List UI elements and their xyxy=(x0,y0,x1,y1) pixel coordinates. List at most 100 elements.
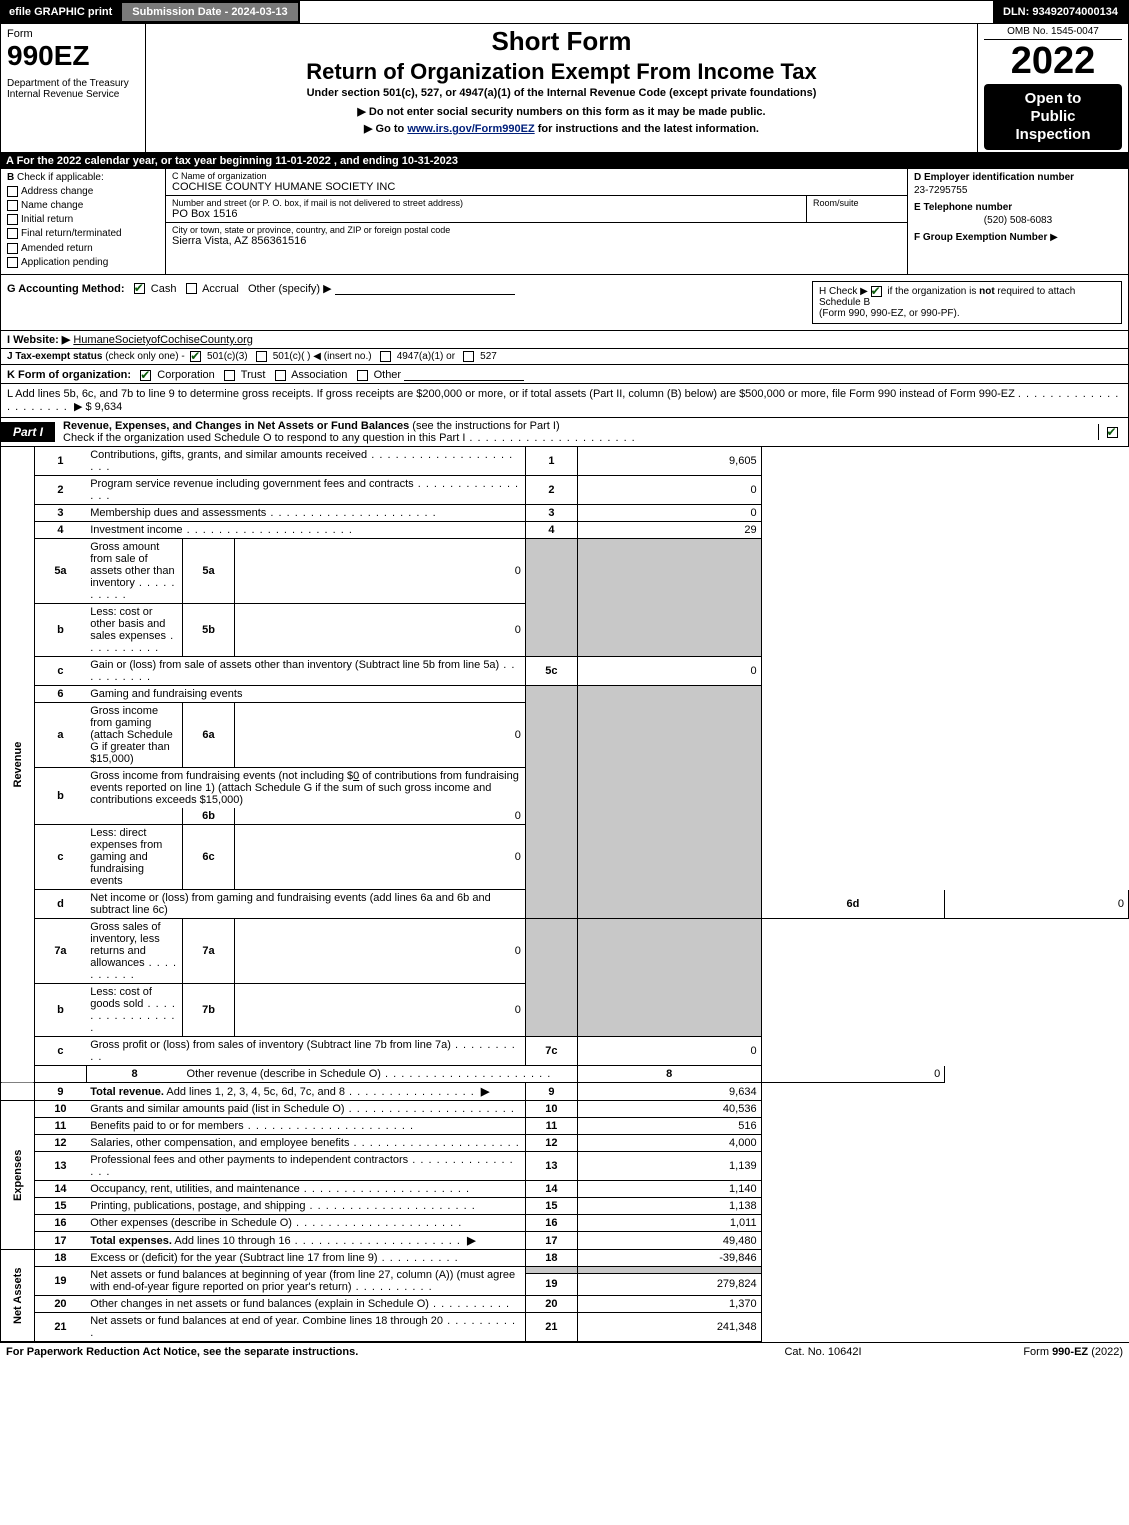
txt-12: Salaries, other compensation, and employ… xyxy=(90,1137,349,1149)
h-text4: (Form 990, 990-EZ, or 990-PF). xyxy=(819,308,960,319)
chk-assoc[interactable] xyxy=(275,370,286,381)
txt-1: Contributions, gifts, grants, and simila… xyxy=(90,449,367,461)
side-netassets: Net Assets xyxy=(1,1250,35,1342)
rn-11: 11 xyxy=(525,1118,577,1135)
j-label: J Tax-exempt status xyxy=(7,351,102,362)
desc-14: Occupancy, rent, utilities, and maintena… xyxy=(86,1181,525,1198)
desc-6d: Net income or (loss) from gaming and fun… xyxy=(86,890,525,919)
val-10: 40,536 xyxy=(577,1101,761,1118)
rn-7c: 7c xyxy=(525,1037,577,1066)
ln-6: 6 xyxy=(34,686,86,703)
short-form-title: Short Form xyxy=(156,26,967,57)
return-title: Return of Organization Exempt From Incom… xyxy=(156,59,967,85)
rn-13: 13 xyxy=(525,1152,577,1181)
instr2-post: for instructions and the latest informat… xyxy=(535,123,759,135)
sn-5a: 5a xyxy=(183,539,235,604)
txt-10: Grants and similar amounts paid (list in… xyxy=(90,1103,344,1115)
sn-7a: 7a xyxy=(183,919,235,984)
i-line: I Website: ▶ HumaneSocietyofCochiseCount… xyxy=(0,331,1129,349)
txt-3: Membership dues and assessments xyxy=(90,507,266,519)
ln-6b: b xyxy=(34,768,86,825)
lbl-initial-return: Initial return xyxy=(21,214,73,225)
form-number: 990EZ xyxy=(7,42,139,70)
footer-right-bold: 990-EZ xyxy=(1052,1346,1088,1358)
ln-7b: b xyxy=(34,984,86,1037)
desc-6a: Gross income from gaming (attach Schedul… xyxy=(86,703,182,768)
desc-6: Gaming and fundraising events xyxy=(86,686,525,703)
chk-part1-scho[interactable] xyxy=(1107,427,1118,438)
grey-19 xyxy=(525,1267,577,1274)
chk-address-change[interactable] xyxy=(7,186,18,197)
chk-other-org[interactable] xyxy=(357,370,368,381)
instruction-ssn: ▶ Do not enter social security numbers o… xyxy=(156,105,967,118)
val-18: -39,846 xyxy=(577,1250,761,1267)
efile-print-button[interactable]: efile GRAPHIC print xyxy=(1,1,120,23)
b-subtitle: Check if applicable: xyxy=(17,172,104,183)
chk-name-change[interactable] xyxy=(7,200,18,211)
grey-19v xyxy=(577,1267,761,1274)
txt-7c: Gross profit or (loss) from sales of inv… xyxy=(90,1039,451,1051)
lbl-app-pending: Application pending xyxy=(21,257,108,268)
chk-501c[interactable] xyxy=(256,351,267,362)
chk-527[interactable] xyxy=(463,351,474,362)
other-org-field[interactable] xyxy=(404,367,524,381)
chk-h[interactable] xyxy=(871,286,882,297)
desc-6b-top: Gross income from fundraising events (no… xyxy=(86,768,525,809)
desc-20: Other changes in net assets or fund bala… xyxy=(86,1296,525,1313)
desc-15: Printing, publications, postage, and shi… xyxy=(86,1198,525,1215)
chk-final-return[interactable] xyxy=(7,228,18,239)
chk-accrual[interactable] xyxy=(186,283,197,294)
part1-check-line: Check if the organization used Schedule … xyxy=(63,432,465,444)
txt-14: Occupancy, rent, utilities, and maintena… xyxy=(90,1183,300,1195)
val-5c: 0 xyxy=(577,657,761,686)
g-left: G Accounting Method: Cash Accrual Other … xyxy=(7,281,812,324)
lbl-assoc: Association xyxy=(291,369,347,381)
chk-4947[interactable] xyxy=(380,351,391,362)
ln-16: 16 xyxy=(34,1215,86,1232)
ln-6c: c xyxy=(34,825,86,890)
rn-14: 14 xyxy=(525,1181,577,1198)
txt-15: Printing, publications, postage, and shi… xyxy=(90,1200,305,1212)
dept-treasury: Department of the Treasury xyxy=(7,78,139,89)
chk-corp[interactable] xyxy=(140,370,151,381)
lbl-cash: Cash xyxy=(151,283,177,295)
rn-10: 10 xyxy=(525,1101,577,1118)
open3: Inspection xyxy=(988,126,1118,144)
rn-12: 12 xyxy=(525,1135,577,1152)
desc-17: Total expenses. Add lines 10 through 16 … xyxy=(86,1232,525,1250)
ln-11: 11 xyxy=(34,1118,86,1135)
ln-13: 13 xyxy=(34,1152,86,1181)
ln-17: 17 xyxy=(34,1232,86,1250)
ein: 23-7295755 xyxy=(914,185,1122,196)
h-not: not xyxy=(979,286,995,297)
lbl-address-change: Address change xyxy=(21,186,93,197)
side-expenses: Expenses xyxy=(1,1101,35,1250)
chk-app-pending[interactable] xyxy=(7,257,18,268)
desc-21: Net assets or fund balances at end of ye… xyxy=(86,1313,525,1342)
desc-10: Grants and similar amounts paid (list in… xyxy=(86,1101,525,1118)
chk-cash[interactable] xyxy=(134,283,145,294)
website[interactable]: HumaneSocietyofCochiseCounty.org xyxy=(73,334,253,346)
l-text: L Add lines 5b, 6c, and 7b to line 9 to … xyxy=(7,388,1015,400)
rn-1: 1 xyxy=(525,447,577,476)
footer-mid: Cat. No. 10642I xyxy=(723,1346,923,1358)
txt-17: Add lines 10 through 16 xyxy=(172,1235,291,1247)
other-specify-field[interactable] xyxy=(335,281,515,295)
footer-right: Form 990-EZ (2022) xyxy=(923,1346,1123,1358)
rn-17: 17 xyxy=(525,1232,577,1250)
lbl-final-return: Final return/terminated xyxy=(21,229,122,240)
chk-initial-return[interactable] xyxy=(7,214,18,225)
part1-label: Part I xyxy=(1,422,55,442)
txt-20: Other changes in net assets or fund bala… xyxy=(90,1298,429,1310)
chk-amended-return[interactable] xyxy=(7,243,18,254)
ln-7c: c xyxy=(34,1037,86,1066)
txt-8: Other revenue (describe in Schedule O) xyxy=(187,1068,381,1080)
h-text1: H Check ▶ xyxy=(819,286,868,297)
desc-5a: Gross amount from sale of assets other t… xyxy=(86,539,182,604)
val-19: 279,824 xyxy=(577,1273,761,1295)
irs-link[interactable]: www.irs.gov/Form990EZ xyxy=(407,123,534,135)
chk-501c3[interactable] xyxy=(190,351,201,362)
val-17: 49,480 xyxy=(577,1232,761,1250)
ln-12: 12 xyxy=(34,1135,86,1152)
chk-trust[interactable] xyxy=(224,370,235,381)
